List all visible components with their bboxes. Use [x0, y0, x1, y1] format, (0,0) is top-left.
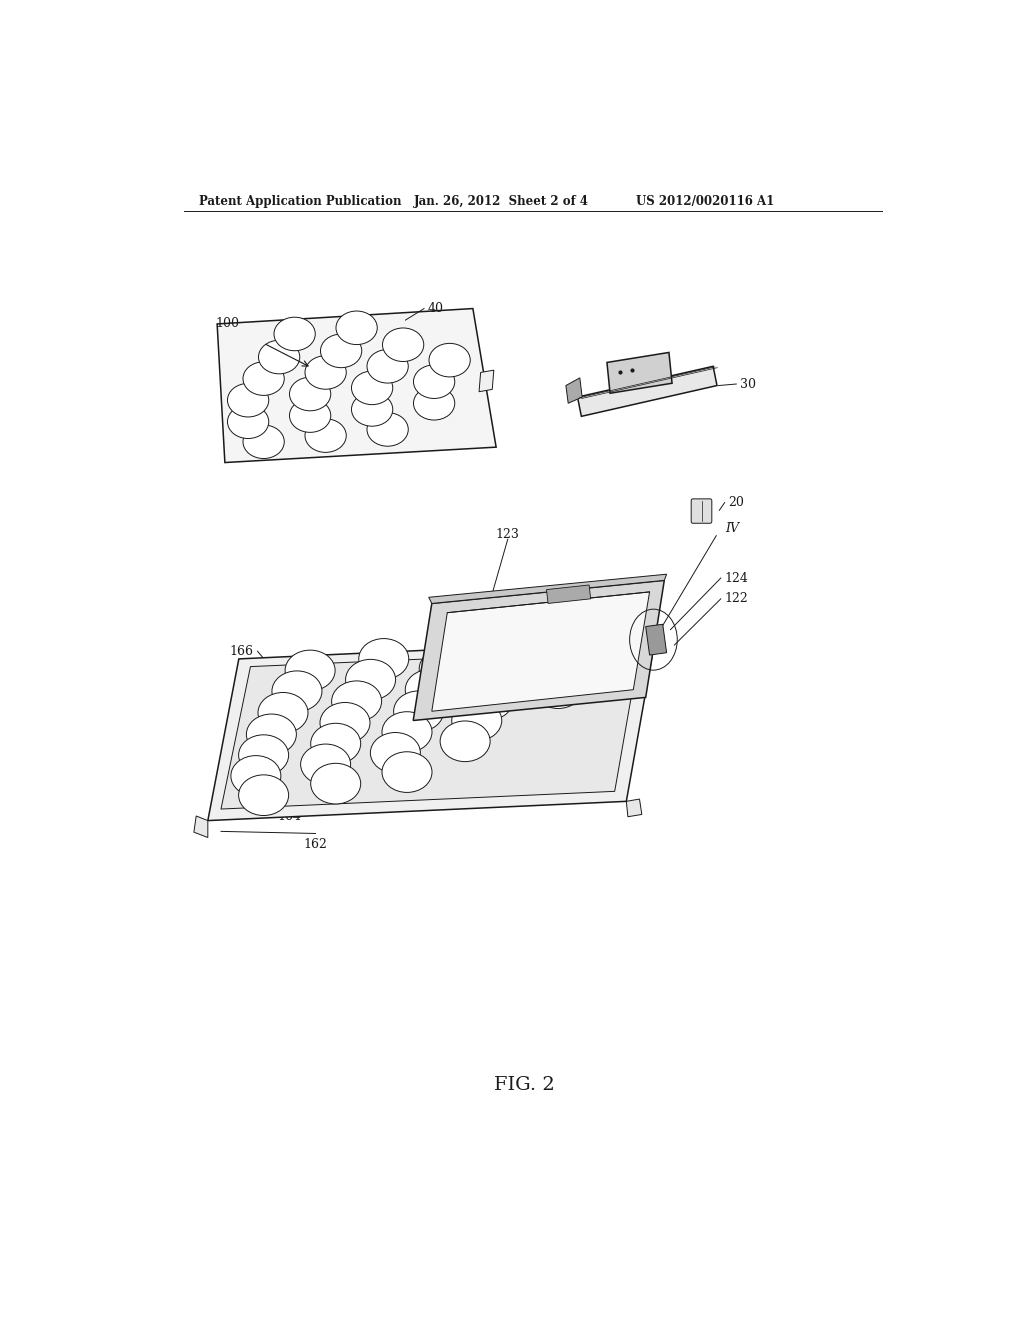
Ellipse shape — [230, 755, 281, 796]
Ellipse shape — [382, 711, 432, 752]
Polygon shape — [217, 309, 496, 462]
Ellipse shape — [406, 669, 456, 710]
Ellipse shape — [382, 752, 432, 792]
FancyBboxPatch shape — [691, 499, 712, 523]
Ellipse shape — [243, 362, 285, 396]
Ellipse shape — [239, 775, 289, 816]
Polygon shape — [627, 799, 642, 817]
Polygon shape — [566, 378, 583, 404]
Ellipse shape — [367, 350, 409, 383]
Text: 12: 12 — [601, 709, 616, 722]
Ellipse shape — [351, 392, 393, 426]
Ellipse shape — [429, 343, 470, 378]
Polygon shape — [607, 352, 672, 393]
Ellipse shape — [305, 355, 346, 389]
Ellipse shape — [290, 399, 331, 433]
Ellipse shape — [476, 657, 526, 698]
Ellipse shape — [227, 383, 268, 417]
Ellipse shape — [305, 418, 346, 453]
Polygon shape — [208, 640, 655, 821]
Ellipse shape — [290, 378, 331, 411]
Text: 162: 162 — [303, 838, 328, 850]
Ellipse shape — [383, 327, 424, 362]
Ellipse shape — [414, 387, 455, 420]
Text: 124: 124 — [725, 572, 749, 585]
Text: Patent Application Publication: Patent Application Publication — [200, 194, 402, 207]
Ellipse shape — [393, 690, 443, 731]
Text: 40: 40 — [428, 302, 444, 315]
Ellipse shape — [371, 733, 421, 774]
Ellipse shape — [367, 413, 409, 446]
Ellipse shape — [272, 671, 322, 711]
Polygon shape — [414, 581, 665, 721]
Polygon shape — [547, 585, 591, 603]
Ellipse shape — [321, 334, 361, 368]
Text: 122: 122 — [725, 593, 749, 606]
Ellipse shape — [258, 341, 300, 374]
Ellipse shape — [490, 638, 541, 677]
Text: Jan. 26, 2012  Sheet 2 of 4: Jan. 26, 2012 Sheet 2 of 4 — [414, 194, 589, 207]
Ellipse shape — [310, 723, 360, 764]
Ellipse shape — [432, 628, 482, 668]
Ellipse shape — [452, 700, 502, 741]
Text: 20: 20 — [729, 496, 744, 510]
Polygon shape — [646, 624, 667, 655]
Ellipse shape — [285, 651, 335, 690]
Text: 166: 166 — [229, 644, 254, 657]
Ellipse shape — [243, 425, 285, 458]
Ellipse shape — [440, 721, 490, 762]
Ellipse shape — [239, 735, 289, 775]
Ellipse shape — [534, 668, 583, 709]
Ellipse shape — [419, 648, 469, 689]
Ellipse shape — [321, 702, 370, 743]
Polygon shape — [578, 367, 717, 416]
Ellipse shape — [227, 405, 268, 438]
Polygon shape — [432, 591, 649, 711]
Ellipse shape — [310, 763, 360, 804]
Ellipse shape — [332, 681, 382, 722]
Text: 164: 164 — [278, 810, 302, 824]
Text: 123: 123 — [496, 528, 520, 541]
Ellipse shape — [247, 714, 296, 755]
Text: 16: 16 — [473, 737, 488, 750]
Text: US 2012/0020116 A1: US 2012/0020116 A1 — [636, 194, 774, 207]
Ellipse shape — [274, 317, 315, 351]
Ellipse shape — [505, 616, 554, 657]
Polygon shape — [429, 574, 667, 603]
Ellipse shape — [414, 364, 455, 399]
Ellipse shape — [336, 312, 377, 345]
Polygon shape — [479, 370, 494, 392]
Ellipse shape — [358, 639, 409, 680]
Polygon shape — [194, 816, 208, 838]
Ellipse shape — [546, 647, 596, 686]
Text: FIG. 2: FIG. 2 — [495, 1076, 555, 1094]
Text: 100: 100 — [215, 317, 240, 330]
Ellipse shape — [351, 371, 393, 405]
Polygon shape — [221, 649, 640, 809]
Text: IV: IV — [725, 521, 738, 535]
Ellipse shape — [301, 744, 350, 784]
Ellipse shape — [258, 693, 308, 733]
Ellipse shape — [345, 660, 395, 700]
Text: 30: 30 — [740, 378, 757, 391]
Ellipse shape — [464, 680, 513, 719]
